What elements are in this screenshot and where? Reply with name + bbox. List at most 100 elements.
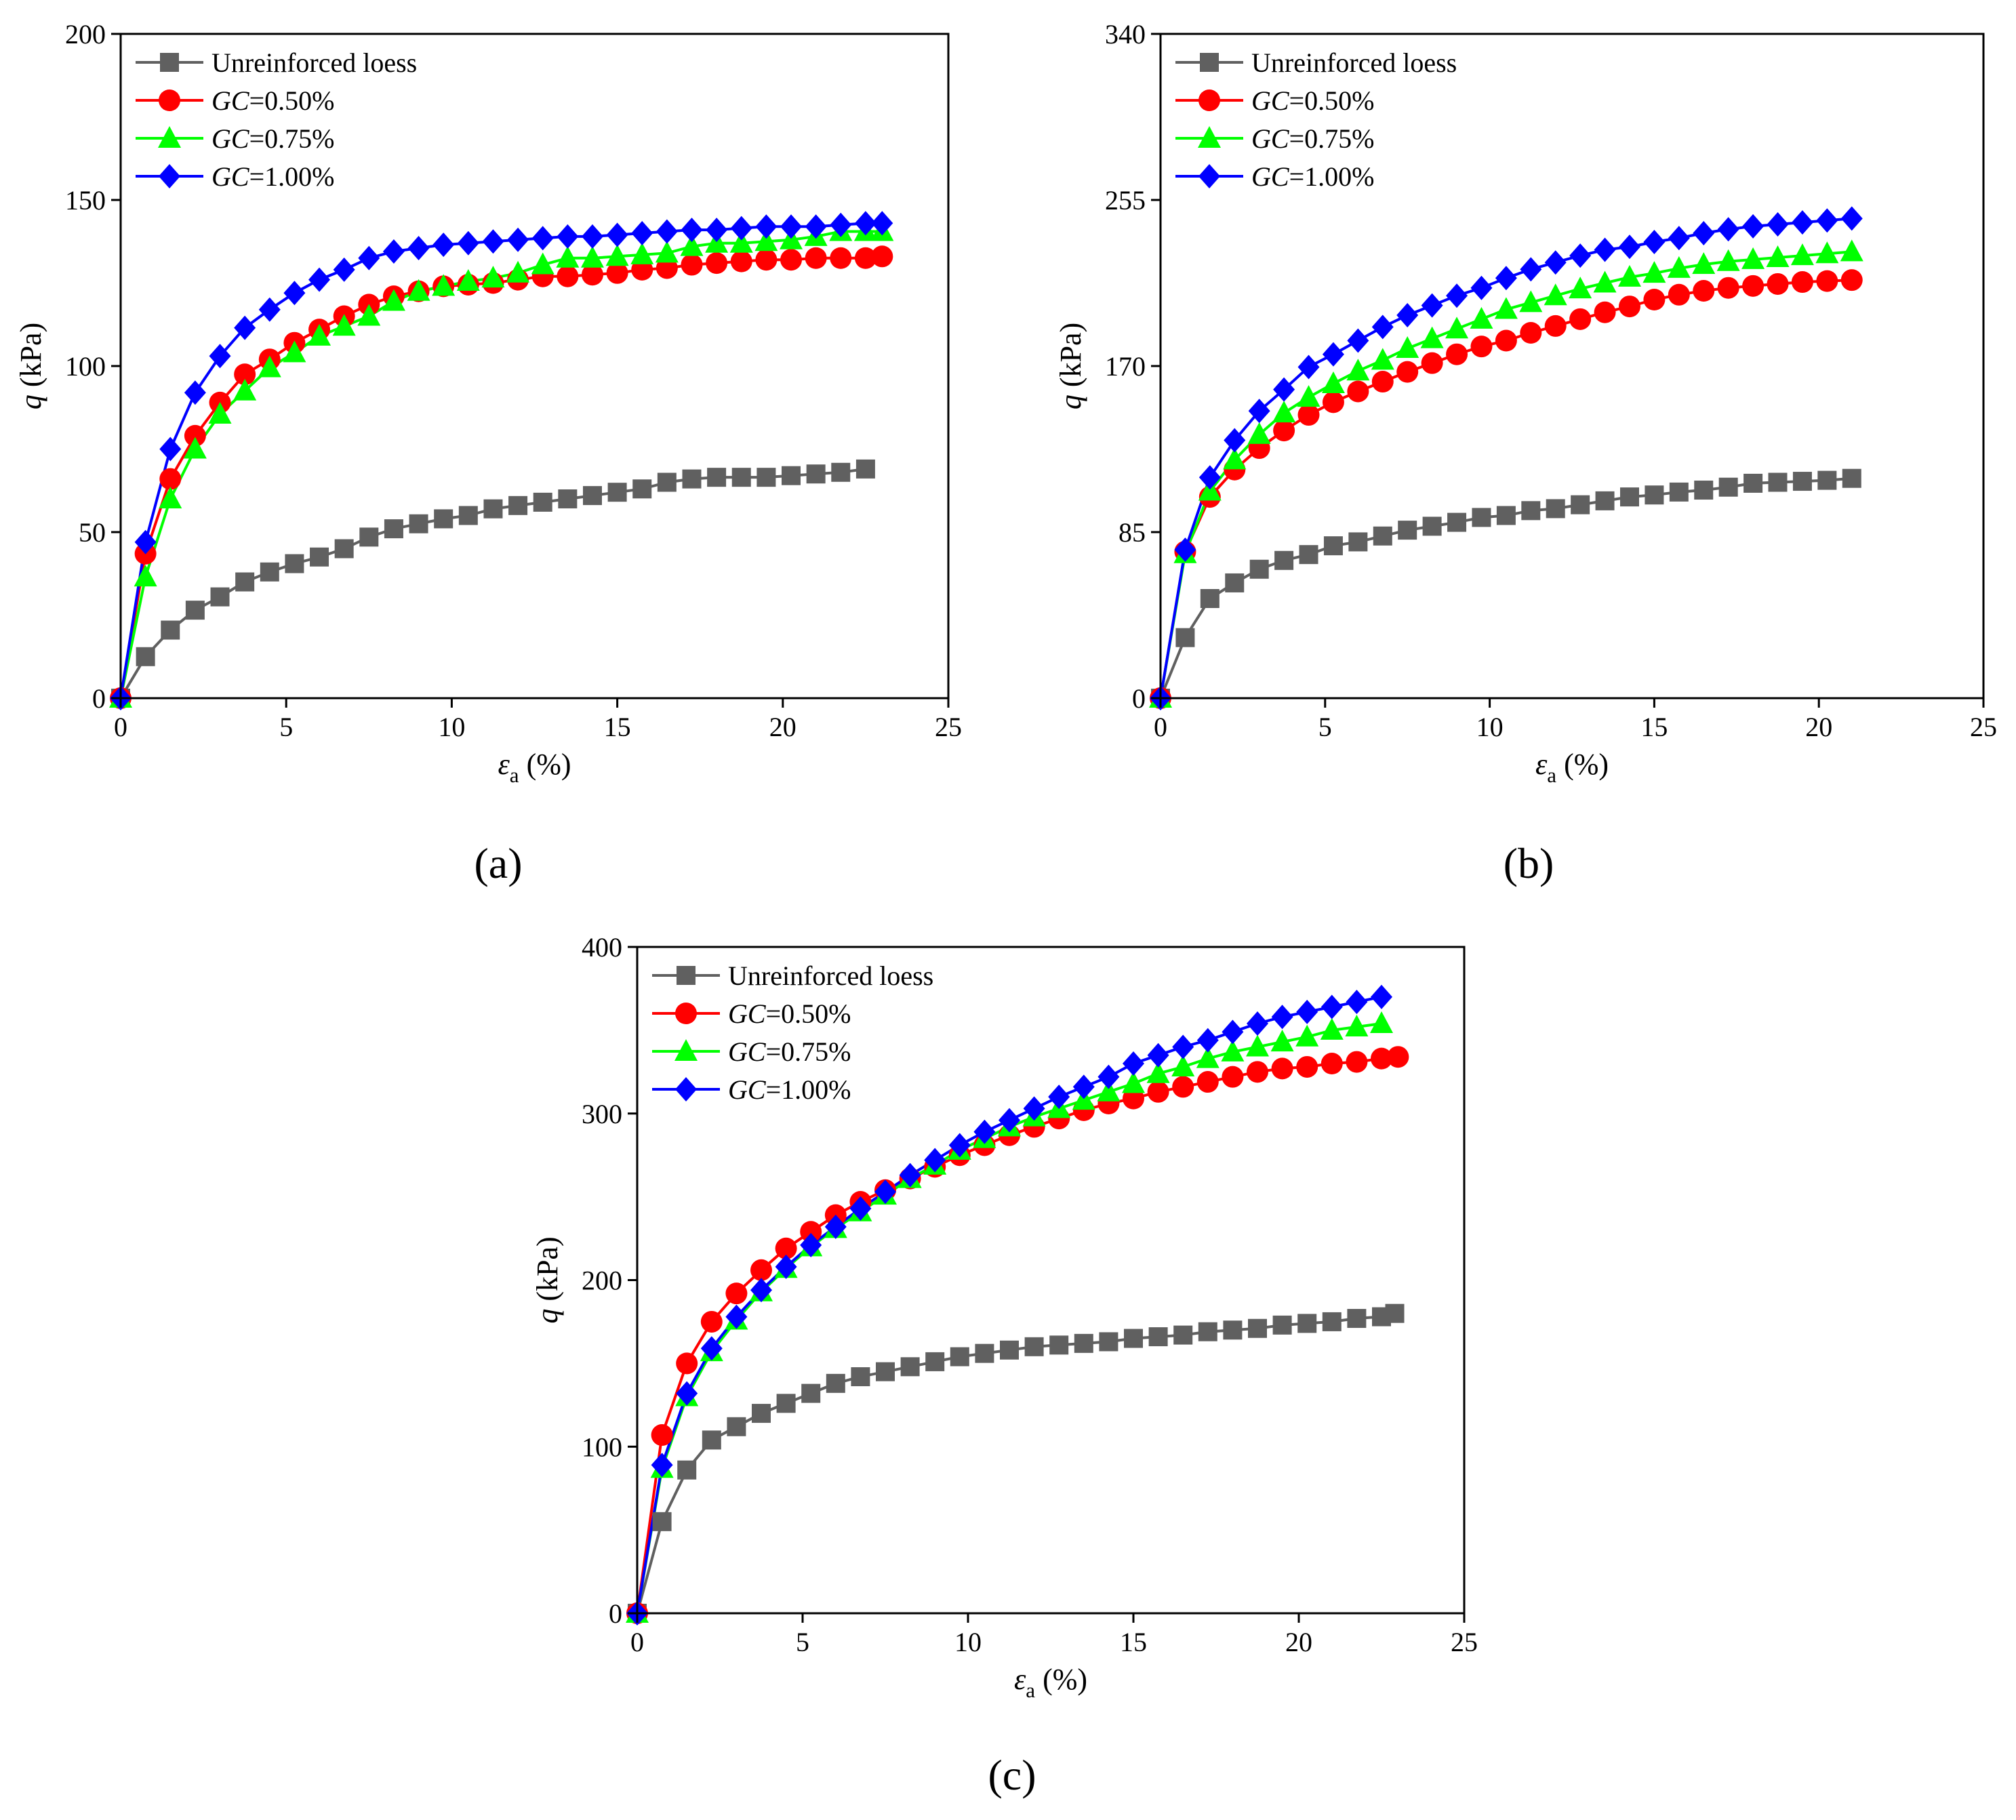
data-point-3-7 (1322, 342, 1344, 367)
data-point-2-20 (1122, 1071, 1145, 1093)
data-point-0-19 (582, 486, 602, 506)
data-point-0-18 (1595, 491, 1615, 510)
data-point-3-24 (1742, 214, 1765, 239)
data-point-1-6 (775, 1237, 797, 1259)
legend-marker-0 (677, 966, 695, 985)
data-point-1-25 (1247, 1061, 1268, 1083)
data-point-1-21 (1147, 1080, 1169, 1103)
data-point-0-15 (1000, 1340, 1019, 1360)
data-point-2-14 (1494, 297, 1518, 319)
data-point-0-17 (533, 492, 552, 512)
data-point-3-29 (1346, 990, 1368, 1015)
data-point-0-21 (632, 479, 652, 499)
data-point-0-6 (776, 1394, 796, 1413)
data-point-2-8 (1346, 359, 1370, 381)
legend-label-2: GC=0.75% (1251, 123, 1374, 154)
x-tick-label: 20 (1805, 712, 1832, 742)
data-point-2-10 (1396, 336, 1419, 359)
data-point-0-20 (607, 483, 627, 502)
data-point-0-18 (1074, 1333, 1093, 1353)
data-point-0-26 (1792, 472, 1812, 491)
legend-label-1: GC=0.50% (1251, 85, 1374, 116)
data-point-0-1 (652, 1512, 672, 1531)
data-point-0-13 (1472, 508, 1491, 527)
data-point-2-13 (432, 274, 456, 296)
data-point-3-18 (557, 224, 579, 249)
data-point-0-22 (657, 472, 677, 492)
data-point-3-7 (283, 281, 306, 306)
data-point-0-25 (1768, 472, 1788, 492)
data-point-0-3 (185, 601, 205, 620)
data-point-1-23 (1717, 277, 1739, 299)
data-point-3-20 (606, 222, 628, 247)
data-point-1-9 (1371, 371, 1394, 393)
legend-marker-1 (1198, 89, 1220, 111)
data-point-0-19 (1619, 487, 1639, 507)
data-point-2-22 (655, 241, 679, 263)
data-point-0-19 (1099, 1332, 1118, 1352)
data-point-3-10 (1396, 303, 1419, 328)
data-point-2-17 (531, 252, 555, 275)
data-point-0-31 (1385, 1303, 1405, 1323)
data-point-3-10 (874, 1179, 896, 1205)
chart-panel-a: 0 5 10 15 20 25 0 50 100 150 200 εa (%) q (kPa) Unrei… (14, 19, 962, 787)
data-point-3-14 (1495, 266, 1517, 291)
data-point-2-5 (233, 378, 257, 401)
data-point-2-6 (1297, 385, 1321, 407)
data-point-2-11 (382, 289, 405, 311)
data-point-1-3 (700, 1310, 723, 1333)
data-point-0-24 (1743, 473, 1763, 493)
data-point-0-29 (1347, 1309, 1367, 1329)
data-point-3-3 (700, 1336, 723, 1361)
y-tick-label: 100 (582, 1432, 622, 1462)
data-point-3-27 (780, 214, 803, 239)
data-point-2-18 (1593, 270, 1617, 293)
data-point-3-12 (924, 1148, 946, 1173)
data-point-3-17 (1569, 243, 1592, 268)
data-point-0-17 (1049, 1335, 1069, 1355)
x-tick-label: 15 (1640, 712, 1668, 742)
data-point-2-23 (680, 234, 704, 256)
data-point-0-4 (1249, 559, 1269, 579)
data-point-1-5 (234, 363, 256, 386)
data-point-3-22 (656, 219, 678, 244)
data-point-0-6 (260, 562, 279, 582)
x-axis-title: εa (%) (1014, 1663, 1087, 1702)
data-point-0-15 (1521, 501, 1541, 521)
data-point-0-9 (1373, 526, 1392, 546)
y-axis-title: q (kPa) (531, 1236, 564, 1323)
data-point-1-12 (1446, 343, 1468, 365)
data-point-3-28 (1321, 994, 1343, 1019)
data-point-0-27 (1297, 1314, 1317, 1333)
data-point-0-16 (1546, 499, 1565, 519)
data-point-3-13 (1470, 275, 1493, 300)
data-point-0-14 (975, 1343, 994, 1363)
data-point-2-7 (283, 340, 306, 363)
data-point-3-11 (1421, 293, 1443, 318)
data-point-3-26 (755, 214, 778, 239)
data-point-2-22 (1171, 1054, 1195, 1076)
y-axis-title: q (kPa) (14, 323, 47, 409)
legend-label-0: Unreinforced loess (1251, 47, 1457, 78)
data-point-3-26 (1791, 210, 1813, 235)
data-point-3-2 (159, 437, 182, 462)
data-point-2-9 (332, 314, 356, 336)
data-point-2-28 (1840, 239, 1863, 262)
data-point-1-5 (750, 1259, 772, 1281)
data-point-2-27 (1295, 1024, 1319, 1047)
data-point-3-30 (854, 211, 876, 236)
data-point-3-3 (184, 380, 206, 405)
data-point-2-23 (1716, 249, 1740, 271)
data-point-3-1 (134, 529, 157, 554)
data-point-0-9 (851, 1367, 870, 1387)
legend-marker-3 (675, 1077, 697, 1101)
legend-marker-3 (1198, 164, 1220, 188)
data-point-1-14 (1495, 329, 1517, 352)
data-point-2-28 (1320, 1017, 1344, 1040)
data-point-0-25 (1248, 1318, 1267, 1338)
data-point-1-22 (1172, 1076, 1194, 1098)
data-point-2-25 (729, 230, 753, 253)
data-point-3-1 (651, 1453, 673, 1478)
data-point-0-25 (731, 468, 751, 487)
data-point-0-21 (1148, 1327, 1168, 1347)
